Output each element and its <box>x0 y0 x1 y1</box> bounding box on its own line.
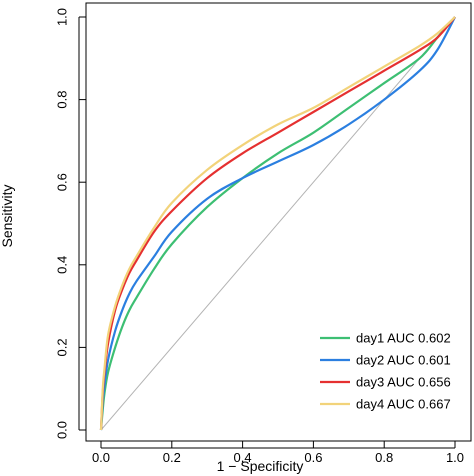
legend-label-day1: day1 AUC 0.602 <box>356 331 451 346</box>
y-tick-label: 0.8 <box>55 91 70 109</box>
series-line-day1 <box>99 16 456 431</box>
x-axis: 0.0 0.2 0.4 0.6 0.8 1.0 <box>92 441 464 465</box>
legend-label-day4: day4 AUC 0.667 <box>356 397 451 412</box>
x-tick-label: 0.0 <box>92 450 110 465</box>
series-line-day3 <box>99 16 456 431</box>
x-axis-title: 1 − Specificity <box>217 458 304 474</box>
x-tick-label: 0.4 <box>234 450 252 465</box>
y-axis-title: Sensitivity <box>0 184 15 247</box>
plot-frame <box>85 2 472 442</box>
reference-diagonal <box>100 16 456 431</box>
x-tick-label: 0.8 <box>375 450 393 465</box>
y-tick-label: 1.0 <box>55 8 70 26</box>
series-layer <box>99 16 456 431</box>
y-axis: 0.0 0.2 0.4 0.6 0.8 1.0 <box>55 8 86 439</box>
x-tick-label: 1.0 <box>446 450 464 465</box>
legend-label-day3: day3 AUC 0.656 <box>356 375 451 390</box>
series-line-day4 <box>99 16 456 431</box>
x-tick-label: 0.2 <box>163 450 181 465</box>
y-tick-label: 0.4 <box>55 256 70 274</box>
legend: day1 AUC 0.602 day2 AUC 0.601 day3 AUC 0.6… <box>320 331 451 412</box>
y-tick-label: 0.2 <box>55 338 70 356</box>
y-tick-label: 0.0 <box>55 421 70 439</box>
reference-layer <box>100 16 456 431</box>
series-line-day2 <box>99 16 456 431</box>
x-tick-label: 0.6 <box>304 450 322 465</box>
legend-label-day2: day2 AUC 0.601 <box>356 353 451 368</box>
y-tick-label: 0.6 <box>55 173 70 191</box>
